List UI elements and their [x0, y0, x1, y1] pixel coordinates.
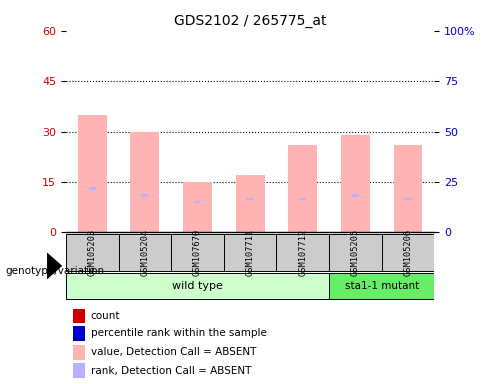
Text: GSM107670: GSM107670 — [193, 229, 202, 276]
Text: GSM107711: GSM107711 — [245, 229, 255, 276]
Bar — [329, 273, 434, 299]
Polygon shape — [47, 253, 62, 280]
Bar — [73, 309, 85, 323]
Bar — [299, 197, 306, 200]
Bar — [130, 131, 159, 232]
Text: sta1-1 mutant: sta1-1 mutant — [345, 281, 419, 291]
Bar — [73, 326, 85, 341]
Text: rank, Detection Call = ABSENT: rank, Detection Call = ABSENT — [91, 366, 251, 376]
Text: GSM105205: GSM105205 — [351, 229, 360, 276]
Bar — [329, 233, 382, 271]
Text: value, Detection Call = ABSENT: value, Detection Call = ABSENT — [91, 348, 256, 358]
Bar — [224, 233, 276, 271]
Text: GSM107712: GSM107712 — [298, 229, 307, 276]
Bar — [66, 273, 329, 299]
Text: wild type: wild type — [172, 281, 223, 291]
Bar — [119, 233, 171, 271]
Bar — [405, 197, 411, 200]
Bar — [341, 135, 370, 232]
Bar — [393, 145, 423, 232]
Text: count: count — [91, 311, 120, 321]
Text: GSM105203: GSM105203 — [88, 229, 97, 276]
Title: GDS2102 / 265775_at: GDS2102 / 265775_at — [174, 14, 326, 28]
Bar — [66, 233, 119, 271]
Bar — [73, 363, 85, 378]
Bar — [183, 182, 212, 232]
Bar — [89, 187, 96, 190]
Bar — [78, 115, 107, 232]
Text: GSM105206: GSM105206 — [404, 229, 412, 276]
Bar — [73, 345, 85, 360]
Text: percentile rank within the sample: percentile rank within the sample — [91, 328, 266, 338]
Bar — [352, 194, 359, 197]
Bar — [288, 145, 317, 232]
Bar — [141, 194, 148, 197]
Bar — [194, 201, 201, 203]
Bar — [246, 197, 254, 200]
Bar — [382, 233, 434, 271]
Bar — [171, 233, 224, 271]
Bar — [276, 233, 329, 271]
Text: genotype/variation: genotype/variation — [5, 266, 104, 276]
Bar — [236, 175, 264, 232]
Text: GSM105204: GSM105204 — [141, 229, 149, 276]
